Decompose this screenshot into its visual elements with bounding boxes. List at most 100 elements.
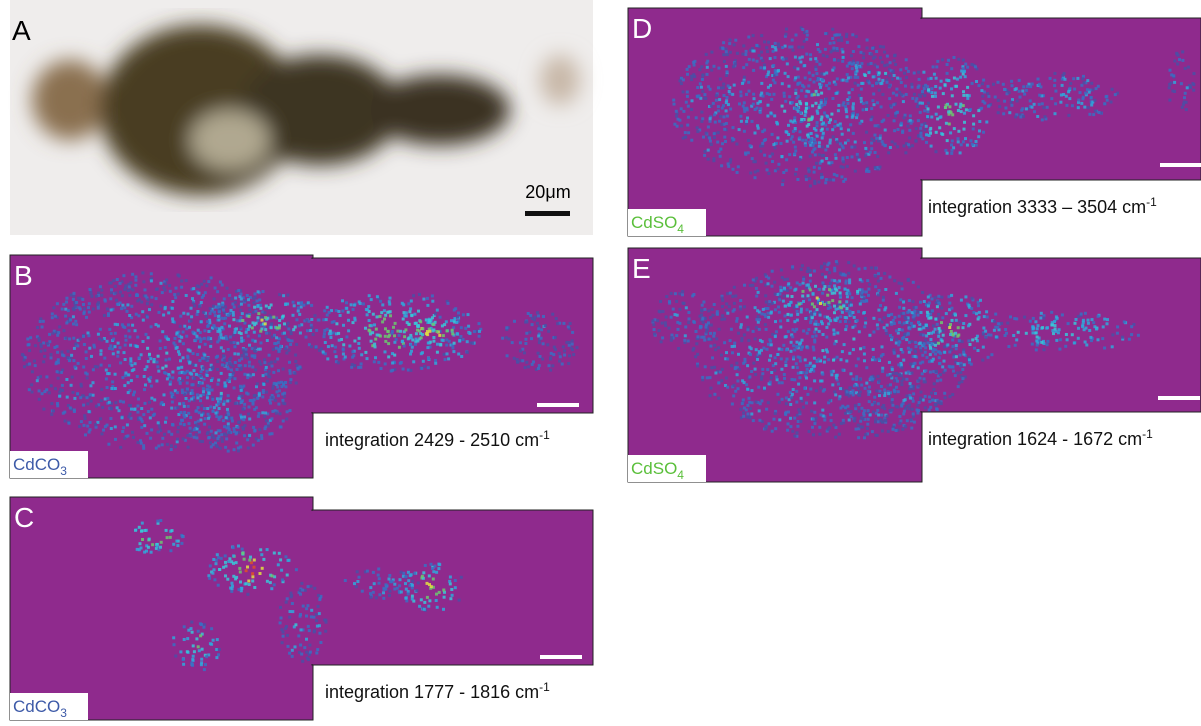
speckle <box>791 388 795 391</box>
speckle <box>908 128 912 132</box>
speckle <box>221 301 225 305</box>
speckle <box>255 382 259 386</box>
speckle <box>348 344 352 348</box>
speckle <box>773 114 777 118</box>
speckle <box>87 302 91 306</box>
speckle <box>923 350 927 354</box>
speckle <box>450 328 454 332</box>
speckle <box>761 372 765 376</box>
speckle <box>186 356 190 359</box>
speckle <box>62 354 66 358</box>
speckle <box>409 307 413 311</box>
speckle <box>755 59 759 63</box>
speckle <box>733 341 737 345</box>
speckle <box>844 110 848 114</box>
speckle <box>945 78 949 82</box>
speckle <box>834 374 838 378</box>
speckle <box>452 350 456 354</box>
speckle <box>116 341 120 345</box>
speckle <box>525 360 529 364</box>
speckle <box>428 318 432 322</box>
speckle <box>822 287 826 291</box>
speckle <box>907 323 911 327</box>
speckle <box>402 344 406 348</box>
speckle <box>796 424 800 428</box>
speckle <box>773 81 777 85</box>
speckle <box>799 267 803 271</box>
speckle <box>726 357 730 361</box>
speckle <box>732 83 736 87</box>
speckle <box>90 294 94 298</box>
speckle <box>204 311 207 315</box>
speckle <box>180 388 184 392</box>
speckle <box>322 318 326 322</box>
speckle <box>1053 112 1057 116</box>
speckle <box>218 568 222 571</box>
speckle <box>123 286 127 290</box>
speckle <box>681 136 685 140</box>
speckle <box>542 315 545 318</box>
speckle <box>926 341 930 345</box>
speckle <box>91 368 95 372</box>
speckle <box>143 529 147 532</box>
speckle <box>270 364 274 368</box>
speckle <box>317 612 321 616</box>
speckle <box>743 305 746 309</box>
speckle <box>925 355 929 359</box>
speckle <box>182 662 186 666</box>
speckle <box>337 338 341 342</box>
speckle <box>805 33 809 37</box>
speckle <box>807 106 810 110</box>
speckle <box>28 362 32 366</box>
speckle <box>769 376 773 380</box>
speckle <box>715 310 719 314</box>
speckle <box>721 314 725 318</box>
speckle <box>971 338 975 342</box>
speckle <box>798 410 802 414</box>
speckle <box>795 304 799 308</box>
speckle <box>758 100 762 104</box>
speckle <box>199 663 203 667</box>
speckle <box>139 353 143 357</box>
speckle <box>241 319 245 322</box>
speckle <box>930 91 934 95</box>
speckle <box>420 366 424 370</box>
speckle <box>813 338 817 342</box>
speckle <box>215 656 219 660</box>
speckle <box>262 317 266 320</box>
speckle <box>431 577 435 581</box>
speckle <box>435 592 438 596</box>
speckle <box>196 353 200 356</box>
speckle <box>537 325 541 329</box>
speckle <box>799 310 803 314</box>
speckle <box>825 429 829 433</box>
speckle <box>231 584 234 588</box>
speckle <box>252 310 255 314</box>
speckle <box>113 387 117 390</box>
speckle <box>1067 113 1071 117</box>
speckle <box>835 77 839 81</box>
speckle <box>216 583 220 587</box>
speckle <box>176 426 180 429</box>
speckle <box>937 341 940 345</box>
speckle <box>247 583 251 586</box>
speckle <box>42 407 46 411</box>
speckle <box>72 322 75 326</box>
speckle <box>805 89 809 93</box>
speckle <box>761 367 765 371</box>
speckle <box>411 338 415 342</box>
speckle <box>706 59 710 63</box>
speckle <box>268 581 272 585</box>
speckle <box>39 349 43 353</box>
speckle <box>871 75 875 79</box>
speckle <box>99 417 103 421</box>
speckle <box>900 312 904 316</box>
speckle <box>890 366 894 370</box>
speckle <box>127 415 131 419</box>
speckle <box>180 335 184 339</box>
speckle <box>837 432 841 436</box>
speckle <box>199 301 203 304</box>
speckle <box>906 319 910 323</box>
speckle <box>912 317 916 321</box>
